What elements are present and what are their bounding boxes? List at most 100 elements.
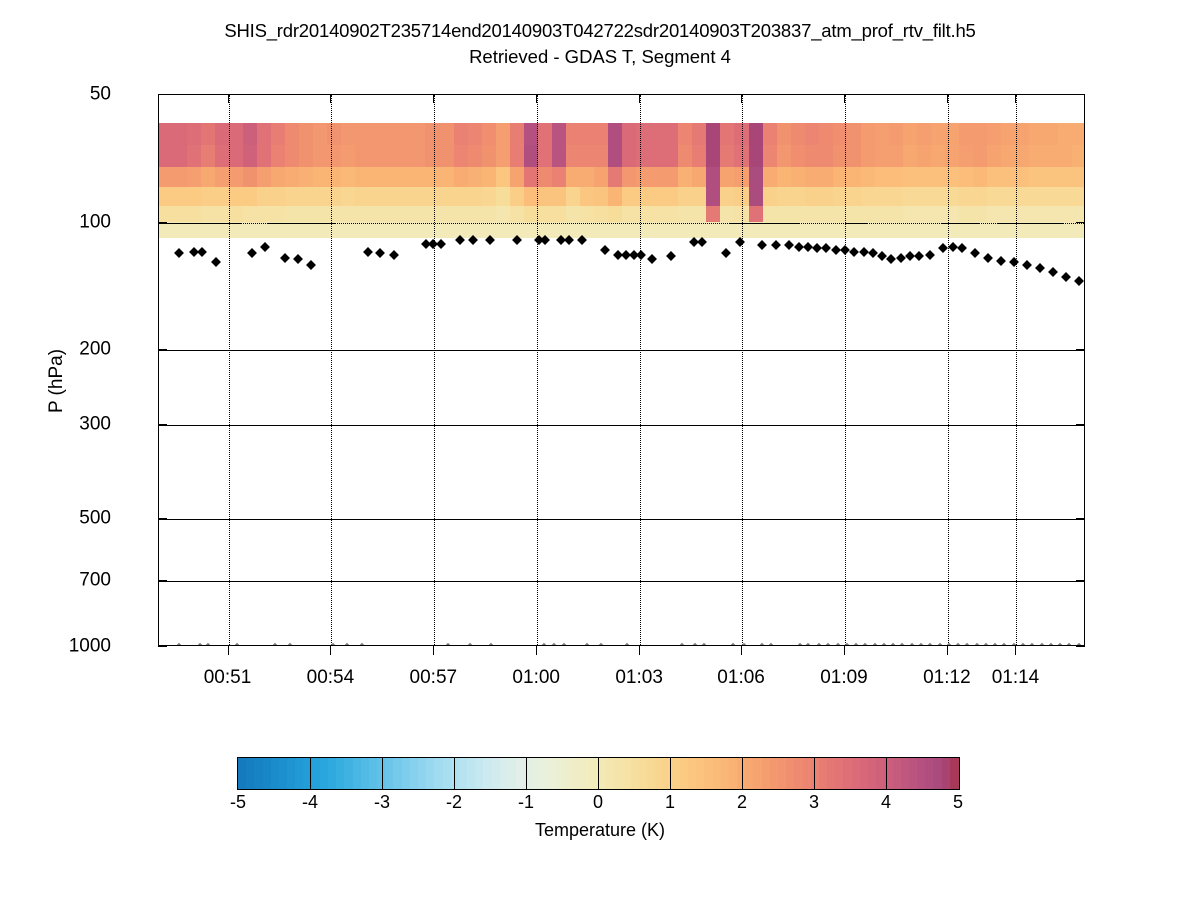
page-subtitle: Retrieved - GDAS T, Segment 4: [469, 46, 731, 67]
heatmap-cell: [200, 205, 216, 224]
tropopause-marker: [388, 249, 399, 260]
surface-pressure-marker: [963, 642, 972, 645]
heatmap-cell: [565, 222, 581, 238]
heatmap-cell: [509, 222, 525, 238]
colorbar-swatch: [614, 758, 624, 789]
heatmap-cell: [481, 205, 497, 224]
heatmap-cell: [397, 145, 413, 168]
heatmap-cell: [608, 186, 623, 207]
heatmap-cell: [509, 166, 525, 188]
surface-pressure-marker: [1065, 642, 1074, 645]
x-axis-tick-mark-top: [741, 94, 743, 103]
heatmap-cell: [425, 222, 441, 238]
heatmap-cell: [1001, 205, 1017, 224]
tropopause-marker: [599, 245, 610, 256]
surface-pressure-marker: [803, 642, 813, 645]
heatmap-cell: [931, 205, 947, 224]
colorbar-swatch: [679, 758, 689, 789]
heatmap-cell: [804, 186, 820, 207]
heatmap-cell: [594, 186, 609, 207]
tropopause-marker: [735, 236, 746, 247]
heatmap-cell: [664, 186, 680, 207]
heatmap-cell: [650, 205, 666, 224]
colorbar-swatch: [401, 758, 411, 789]
heatmap-cell: [776, 145, 792, 168]
tropopause-marker: [969, 248, 980, 259]
heatmap-cell: [313, 222, 329, 238]
y-axis-label: P (hPa): [46, 348, 67, 414]
heatmap-cell: [692, 166, 708, 188]
colorbar-swatch: [532, 758, 542, 789]
colorbar-swatch: [908, 758, 918, 789]
x-axis-tick-label: 01:03: [615, 667, 663, 688]
heatmap-cell: [242, 205, 258, 224]
heatmap-cell: [860, 222, 876, 238]
heatmap-cell: [467, 222, 483, 238]
heatmap-cell: [495, 186, 511, 207]
heatmap-cell: [945, 186, 961, 207]
heatmap-cell: [242, 166, 258, 188]
colorbar-swatch: [368, 758, 378, 789]
heatmap-cell: [159, 186, 174, 207]
heatmap-cell: [1043, 222, 1059, 238]
surface-pressure-marker: [944, 642, 954, 645]
vertical-gridline: [331, 95, 333, 645]
heatmap-cell: [888, 123, 904, 147]
heatmap-cell: [341, 145, 357, 168]
heatmap-cell: [832, 222, 848, 238]
heatmap-cell: [453, 145, 469, 168]
heatmap-cell: [285, 205, 300, 224]
heatmap-cell: [481, 145, 497, 168]
heatmap-cell: [270, 123, 286, 147]
colorbar-swatch: [278, 758, 288, 789]
heatmap-cell: [523, 166, 539, 188]
heatmap-cell: [594, 222, 609, 238]
colorbar-swatch: [835, 758, 845, 789]
colorbar-tick-label: -1: [517, 792, 535, 812]
heatmap-cell: [313, 166, 329, 188]
heatmap-cell: [355, 205, 371, 224]
heatmap-cell: [804, 166, 820, 188]
surface-pressure-marker: [861, 642, 870, 645]
surface-pressure-marker: [1055, 642, 1065, 645]
heatmap-cell: [537, 123, 553, 147]
x-axis-tick-label: 01:12: [923, 667, 971, 688]
heatmap-cell: [285, 222, 300, 238]
x-axis-tick-label: 00:51: [203, 667, 252, 688]
surface-pressure-marker: [898, 642, 907, 645]
heatmap-cell: [285, 186, 300, 207]
colorbar-swatch: [663, 758, 673, 789]
horizontal-gridline-100: [159, 222, 1084, 224]
heatmap-cell: [256, 123, 272, 147]
tropopause-marker: [925, 249, 936, 260]
heatmap-cell: [945, 145, 961, 168]
heatmap-cell: [186, 166, 202, 188]
colorbar-swatch: [360, 758, 370, 789]
heatmap-cell: [537, 145, 553, 168]
heatmap-cell: [1071, 186, 1084, 207]
heatmap-cell: [172, 166, 188, 188]
colorbar-tick-mark: [670, 758, 671, 789]
heatmap-cell: [762, 222, 778, 238]
colorbar-swatch: [377, 758, 387, 789]
heatmap-cell: [341, 123, 357, 147]
vertical-gridline: [844, 95, 846, 645]
tropopause-marker: [757, 240, 768, 251]
heatmap-cell: [804, 145, 820, 168]
colorbar-swatch: [933, 758, 943, 789]
surface-pressure-marker: [757, 642, 766, 645]
heatmap-cell: [551, 205, 567, 224]
heatmap-cell: [973, 145, 989, 168]
heatmap-cell: [762, 145, 778, 168]
heatmap-cell: [917, 222, 932, 238]
colorbar-tick-label: -4: [301, 792, 319, 812]
y-axis-tick-label: 200: [79, 338, 111, 360]
heatmap-cell: [706, 205, 722, 224]
heatmap-cell: [973, 166, 989, 188]
heatmap-cell: [818, 205, 834, 224]
heatmap-cell: [790, 145, 806, 168]
heatmap-cell: [903, 123, 918, 147]
heatmap-cell: [355, 166, 371, 188]
surface-pressure-marker: [583, 642, 592, 645]
heatmap-cell: [411, 166, 427, 188]
